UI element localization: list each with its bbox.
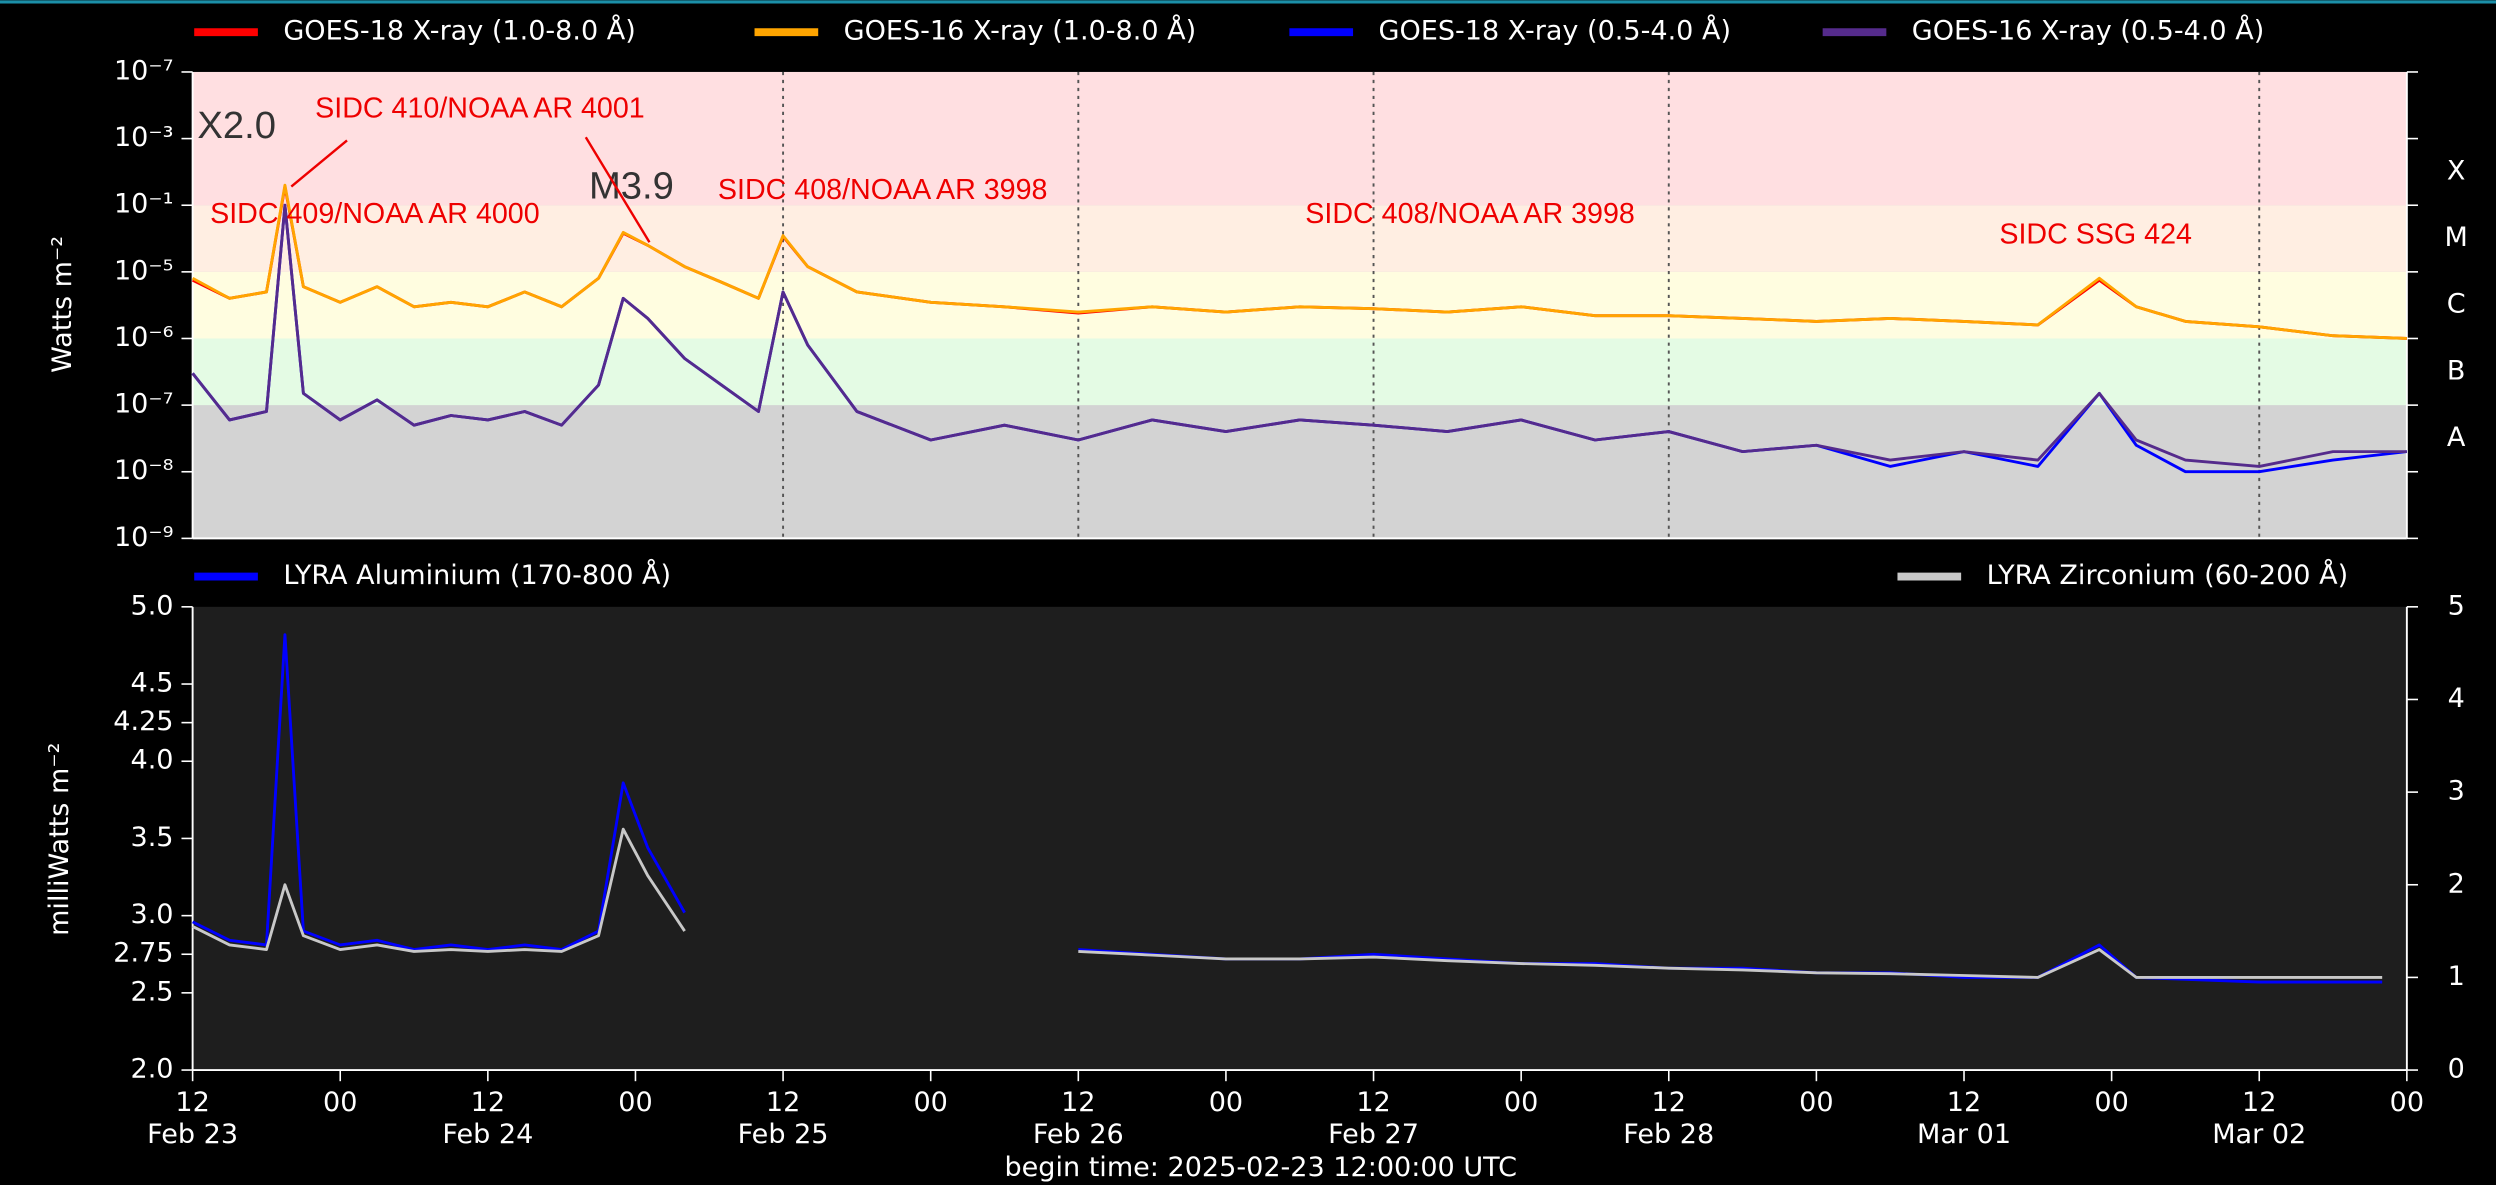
y-tick-label: 10⁻⁹: [114, 522, 174, 553]
leader-line: [584, 136, 651, 243]
y-tick-label: 10⁻⁵: [114, 255, 174, 286]
y-tick-label: 10⁻⁷: [114, 55, 174, 86]
x-tick-label: 12: [766, 1087, 800, 1118]
x-tick-label: 00: [1209, 1087, 1243, 1118]
y-tick-label: 10⁻¹: [114, 189, 174, 220]
y-tick-label: 10⁻³: [114, 122, 174, 153]
x-tick-label: 12: [1652, 1087, 1686, 1118]
y2-tick-label: 3: [2448, 776, 2465, 807]
flare-band: [192, 205, 2407, 272]
x-tick-label: 12: [2242, 1087, 2276, 1118]
legend-label: GOES-16 X-ray (0.5-4.0 Å): [1912, 15, 2265, 47]
flare-class-label: X: [2447, 155, 2466, 186]
y2-tick-label: 4: [2448, 683, 2465, 714]
y-tick-label: 2.5: [130, 976, 173, 1007]
legend-label: LYRA Zirconium (60-200 Å): [1987, 559, 2349, 591]
y2-tick-label: 2: [2448, 868, 2465, 899]
y-tick-label: 2.0: [130, 1054, 173, 1085]
legend-label: GOES-16 X-ray (1.0-8.0 Å): [844, 15, 1197, 47]
flare-class-label: C: [2447, 289, 2466, 320]
y-axis-title: milliWatts m⁻²: [44, 743, 75, 936]
flare-class-label: B: [2447, 355, 2466, 386]
annotation: SIDC SSG 424: [1999, 218, 2192, 250]
series-line: [191, 203, 2407, 468]
x-tick-label: 12: [175, 1087, 209, 1118]
y2-tick-label: 5: [2448, 590, 2465, 621]
y2-tick-label: 0: [2448, 1054, 2465, 1085]
y-tick-label: 10⁻⁶: [114, 322, 174, 353]
y-tick-label: 4.0: [130, 745, 173, 776]
y-tick-label: 4.5: [130, 668, 173, 699]
x-date-label: Feb 23: [147, 1119, 238, 1150]
x-tick-label: 00: [913, 1087, 947, 1118]
y-tick-label: 5.0: [130, 590, 173, 621]
series-line: [191, 633, 686, 951]
legend-label: GOES-18 X-ray (0.5-4.0 Å): [1379, 15, 1732, 47]
flare-band: [192, 71, 2407, 206]
x-tick-label: 00: [2094, 1087, 2128, 1118]
y-axis-title: Watts m⁻²: [47, 236, 78, 373]
legend-label: LYRA Aluminium (170-800 Å): [283, 559, 671, 591]
x-tick-label: 12: [1061, 1087, 1095, 1118]
x-tick-label: 00: [1504, 1087, 1538, 1118]
x-axis-title: begin time: 2025-02-23 12:00:00 UTC: [1004, 1152, 1517, 1183]
flare-band: [192, 338, 2407, 406]
bottom-plot-area: [192, 606, 2407, 1071]
x-tick-label: 12: [1947, 1087, 1981, 1118]
x-tick-label: 00: [618, 1087, 652, 1118]
series-line: [191, 827, 686, 953]
y-tick-label: 10⁻⁷: [114, 389, 174, 420]
x-tick-label: 12: [1356, 1087, 1390, 1118]
legend-label: GOES-18 X-ray (1.0-8.0 Å): [283, 15, 636, 47]
annotation: X2.0: [197, 104, 276, 147]
y-tick-label: 2.75: [113, 938, 173, 969]
x-tick-label: 00: [2390, 1087, 2424, 1118]
annotation: SIDC 410/NOAA AR 4001: [315, 93, 645, 125]
annotation: SIDC 408/NOAA AR 3998: [718, 174, 1048, 206]
flare-band: [192, 271, 2407, 339]
annotation: SIDC 408/NOAA AR 3998: [1305, 198, 1635, 230]
y2-tick-label: 1: [2448, 961, 2465, 992]
y-tick-label: 4.25: [113, 706, 173, 737]
top-border: [0, 0, 2496, 4]
flare-class-label: M: [2445, 222, 2468, 253]
marks: A B C M X 10⁻⁹ 10⁻⁸ 10⁻⁷ 10⁻⁶ 10⁻⁵ 10⁻¹ 10⁻³ 10⁻⁷ GOE…: [113, 15, 2468, 1150]
flare-class-label: A: [2447, 422, 2466, 453]
x-date-label: Feb 24: [442, 1119, 533, 1150]
x-date-label: Mar 01: [1917, 1119, 2011, 1150]
annotation: M3.9: [589, 164, 674, 207]
x-date-label: Mar 02: [2212, 1119, 2306, 1150]
x-tick-label: 12: [471, 1087, 505, 1118]
flare-band: [192, 405, 2407, 472]
y-tick-label: 3.5: [130, 822, 173, 853]
leader-line: [290, 139, 348, 188]
x-date-label: Feb 27: [1328, 1119, 1419, 1150]
annotation: SIDC 409/NOAA AR 4000: [210, 198, 540, 230]
x-tick-label: 00: [323, 1087, 357, 1118]
x-tick-label: 00: [1799, 1087, 1833, 1118]
x-date-label: Feb 28: [1623, 1119, 1714, 1150]
x-date-label: Feb 25: [738, 1119, 829, 1150]
y-tick-label: 10⁻⁸: [114, 455, 174, 486]
y-tick-label: 3.0: [130, 899, 173, 930]
series-line: [191, 183, 2407, 340]
x-date-label: Feb 26: [1033, 1119, 1124, 1150]
series-line: [1078, 948, 2383, 979]
